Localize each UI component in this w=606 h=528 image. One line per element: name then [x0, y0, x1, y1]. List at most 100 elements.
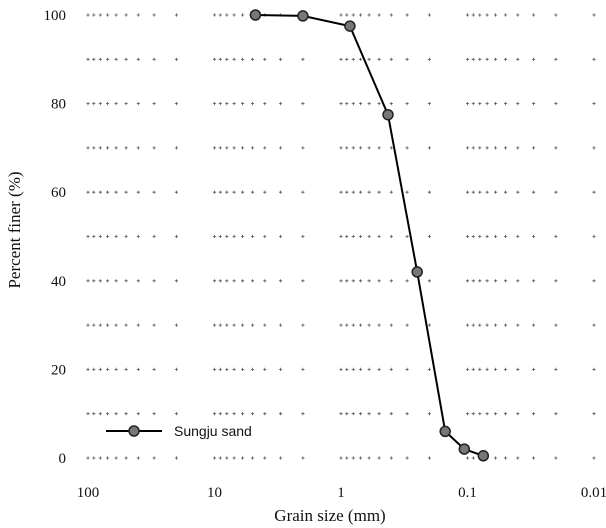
grid-mark: [377, 146, 381, 150]
legend-marker: [128, 425, 140, 437]
grid-mark: [345, 102, 349, 106]
grid-mark: [279, 234, 283, 239]
x-tick-label: 0.01: [581, 485, 606, 501]
grid-mark: [241, 234, 245, 239]
grid-mark: [301, 146, 305, 150]
grid-mark: [218, 456, 222, 460]
grid-mark: [212, 102, 217, 106]
grid-mark: [389, 323, 393, 327]
grid-mark: [174, 57, 178, 61]
grid-mark: [86, 190, 90, 194]
grid-mark: [263, 323, 267, 327]
grid-mark: [225, 13, 229, 17]
grid-mark: [124, 13, 128, 17]
grid-mark: [592, 102, 596, 106]
grid-mark: [86, 234, 90, 239]
grid-mark: [471, 102, 475, 106]
grid-mark: [98, 102, 102, 106]
grid-mark: [152, 323, 156, 327]
x-axis-ticks: 100 10 1 0.1 0.01: [77, 485, 606, 501]
grid-mark: [516, 13, 520, 17]
grid-mark: [554, 57, 558, 61]
grid-mark: [389, 234, 393, 239]
grid-mark: [345, 146, 349, 150]
grid-mark: [263, 412, 267, 416]
grid-mark: [225, 102, 229, 106]
grid-mark: [241, 146, 245, 150]
grid-mark: [367, 13, 371, 17]
data-point: [411, 266, 423, 278]
grid-mark: [516, 234, 520, 239]
grid-mark: [516, 412, 520, 416]
grid-mark: [339, 367, 343, 371]
grid-mark: [592, 456, 596, 460]
grid-mark: [152, 13, 156, 17]
grid-mark: [152, 146, 156, 150]
grid-mark: [345, 13, 349, 17]
grid-mark: [241, 190, 245, 194]
grid-mark: [516, 190, 520, 194]
data-point: [458, 443, 471, 455]
grid-mark: [98, 190, 102, 194]
grid-mark: [218, 146, 222, 150]
grid-mark: [86, 323, 90, 327]
grid-mark: [405, 279, 409, 283]
grid-mark: [405, 234, 409, 239]
grid-mark: [218, 367, 222, 371]
grid-mark: [263, 102, 267, 106]
grid-mark: [86, 367, 90, 371]
grid-mark: [554, 13, 558, 17]
grid-mark: [359, 190, 363, 194]
grid-mark: [251, 412, 255, 416]
grid-mark: [351, 456, 355, 460]
grid-mark: [212, 323, 217, 327]
x-tick-label: 100: [77, 485, 100, 501]
grid-mark: [124, 412, 128, 416]
grid-mark: [212, 279, 217, 283]
grid-mark: [232, 234, 236, 239]
grid-mark: [465, 190, 470, 194]
grid-mark: [263, 456, 267, 460]
grid-mark: [471, 13, 475, 17]
grid-mark: [136, 456, 140, 460]
grid-mark: [301, 234, 305, 239]
grid-mark: [359, 102, 363, 106]
grid-mark: [427, 412, 431, 416]
grid-mark: [494, 367, 498, 371]
grid-mark: [351, 190, 355, 194]
grid-mark: [532, 102, 536, 106]
grid-mark: [345, 456, 349, 460]
grid-mark: [114, 412, 118, 416]
y-axis-ticks: 0 20 40 60 80 100: [44, 8, 67, 467]
grid-mark: [225, 412, 229, 416]
grid-mark: [279, 279, 283, 283]
grid-mark: [174, 412, 178, 416]
grid-mark: [359, 456, 363, 460]
grid-mark: [98, 234, 102, 239]
grid-mark: [241, 102, 245, 106]
grid-mark: [152, 57, 156, 61]
grid-mark: [532, 412, 536, 416]
grid-mark: [532, 57, 536, 61]
grid-mark: [251, 456, 255, 460]
grid-mark: [301, 412, 305, 416]
grid-mark: [504, 13, 508, 17]
grid-mark: [279, 57, 283, 61]
grid-mark: [367, 279, 371, 283]
grid-mark: [478, 323, 482, 327]
grid-mark: [485, 367, 489, 371]
grid-mark: [478, 146, 482, 150]
grid-mark: [359, 412, 363, 416]
grid-mark: [532, 367, 536, 371]
grid-mark: [106, 13, 110, 17]
grid-mark: [263, 367, 267, 371]
grid-mark: [241, 323, 245, 327]
grid-mark: [301, 102, 305, 106]
grid-mark: [504, 279, 508, 283]
grid-mark: [98, 323, 102, 327]
grid-mark: [114, 234, 118, 239]
grid-mark: [367, 412, 371, 416]
grid-mark: [465, 412, 470, 416]
grid-mark: [241, 13, 245, 17]
grid-mark: [251, 57, 255, 61]
